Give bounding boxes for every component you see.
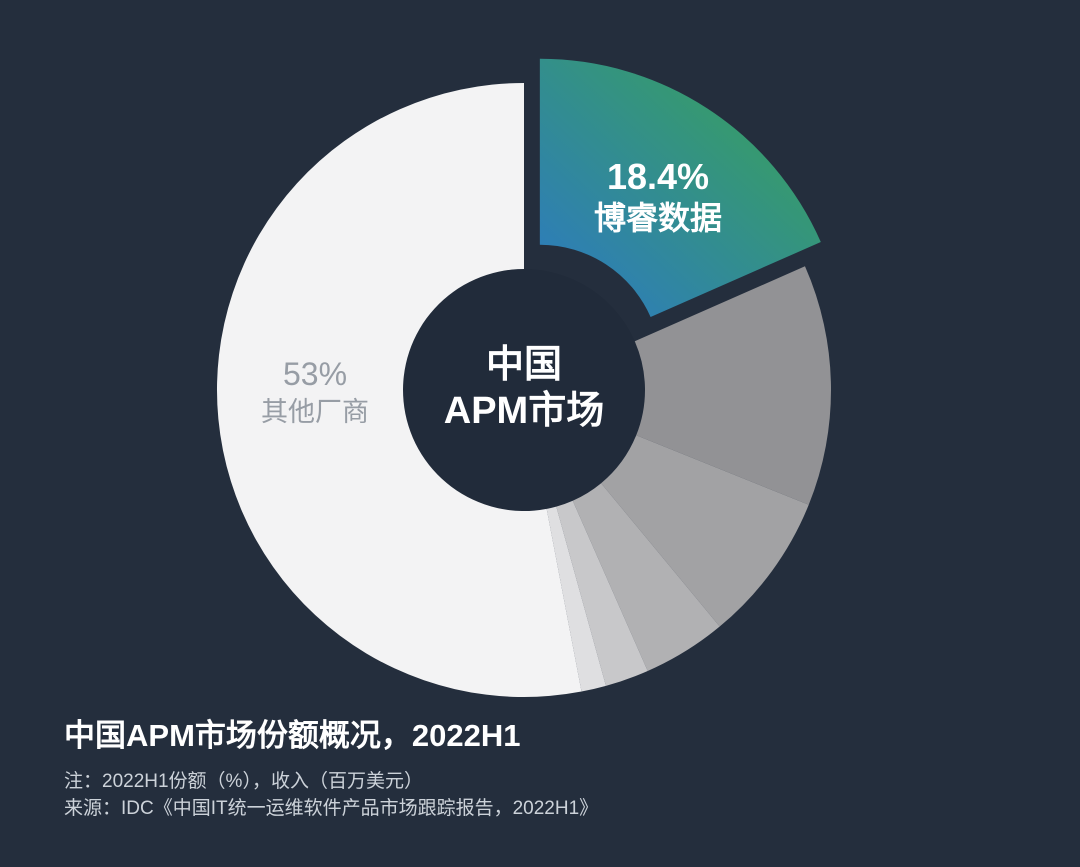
chart-note: 注：2022H1份额（%），收入（百万美元） xyxy=(64,771,423,792)
pie-slice-bonree xyxy=(539,58,821,317)
pie-slice-others xyxy=(216,82,582,698)
pie-slice-segment-5 xyxy=(556,500,648,686)
chart-title: 中国APM市场份额概况，2022H1 xyxy=(64,718,521,753)
caption-block: 中国APM市场份额概况，2022H1 注：2022H1份额（%），收入（百万美元… xyxy=(64,716,598,822)
chart-source: 来源：IDC《中国IT统一运维软件产品市场跟踪报告，2022H1》 xyxy=(64,798,599,819)
pie-slice-segment-3 xyxy=(601,435,809,627)
pie-slice-segment-6 xyxy=(546,506,606,692)
pie-slice-segment-2 xyxy=(634,266,832,505)
pie-slice-segment-4 xyxy=(572,483,720,671)
donut-hole xyxy=(403,269,645,511)
